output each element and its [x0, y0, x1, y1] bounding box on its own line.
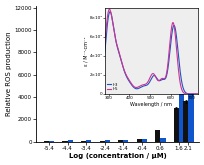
Bar — [67, 140, 72, 142]
X-axis label: Log (concentration / μM): Log (concentration / μM) — [69, 153, 166, 159]
Bar — [154, 130, 160, 142]
Bar — [44, 141, 49, 142]
Bar — [62, 141, 67, 142]
Bar — [86, 140, 91, 142]
Bar — [99, 141, 104, 142]
Bar — [178, 34, 183, 142]
Bar — [187, 67, 193, 142]
Bar — [81, 141, 86, 142]
Bar — [182, 101, 187, 142]
Bar — [104, 140, 109, 142]
Bar — [49, 141, 54, 142]
Bar — [136, 139, 141, 142]
Y-axis label: Relative ROS production: Relative ROS production — [6, 31, 11, 116]
Bar — [118, 140, 123, 142]
Bar — [160, 138, 165, 142]
Bar — [123, 140, 128, 142]
Bar — [141, 139, 146, 142]
Bar — [173, 108, 178, 142]
